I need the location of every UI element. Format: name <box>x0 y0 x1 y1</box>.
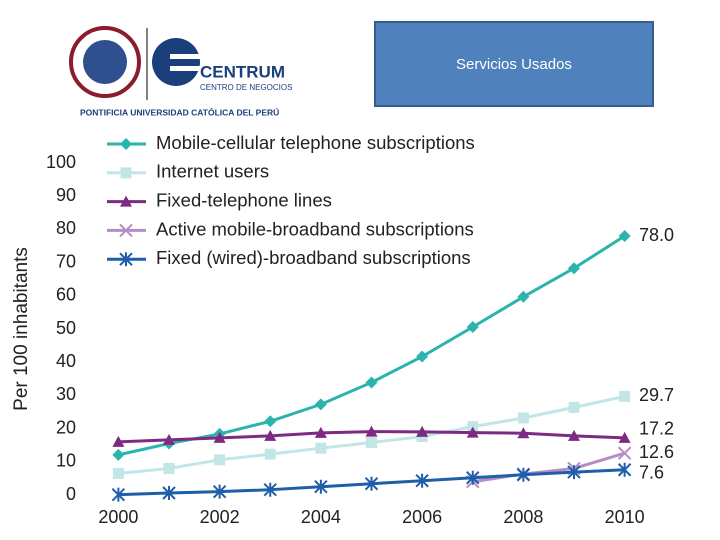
y-tick-label: 30 <box>56 384 76 404</box>
point <box>264 415 277 428</box>
point <box>568 401 580 413</box>
value-label: 12.6 <box>639 442 674 462</box>
point <box>314 479 328 494</box>
emblem-stripe <box>170 54 200 59</box>
y-tick-label: 80 <box>56 218 76 238</box>
legend-label: Active mobile-broadband subscriptions <box>156 218 474 239</box>
centrum-emblem <box>152 38 200 86</box>
point <box>213 431 226 443</box>
emblem-stripe <box>170 66 200 71</box>
point <box>365 425 378 437</box>
logo: CENTRUM CENTRO DE NEGOCIOS PONTIFICIA UN… <box>69 26 292 117</box>
point <box>416 425 429 437</box>
point <box>517 290 530 303</box>
point <box>618 431 631 443</box>
x-tick-label: 2000 <box>98 507 138 527</box>
point <box>567 465 581 480</box>
point <box>315 442 327 454</box>
point <box>568 429 580 441</box>
legend-marker <box>120 138 132 150</box>
x-tick-label: 2006 <box>402 507 442 527</box>
legend-label: Fixed (wired)-broadband subscriptions <box>156 247 471 268</box>
y-axis-label: Per 100 inhabitants <box>11 247 32 411</box>
y-tick-label: 20 <box>56 417 76 437</box>
x-tick-label: 2008 <box>503 507 543 527</box>
legend-marker <box>119 223 133 238</box>
y-tick-label: 40 <box>56 351 76 371</box>
y-tick-label: 50 <box>56 318 76 338</box>
point <box>619 390 631 402</box>
point <box>366 437 377 449</box>
y-tick-label: 70 <box>56 251 76 271</box>
point <box>162 486 176 501</box>
title-box <box>374 21 654 107</box>
logo-subtitle: CENTRO DE NEGOCIOS <box>200 83 292 92</box>
point <box>112 467 124 479</box>
y-tick-label: 10 <box>56 451 76 471</box>
point <box>212 484 227 499</box>
point <box>364 476 379 491</box>
value-label: 7.6 <box>639 463 664 483</box>
x-tick-label: 2004 <box>301 507 341 527</box>
point <box>516 467 531 482</box>
slide-title: Servicios Usados <box>456 56 572 73</box>
x-tick-label: 2002 <box>200 507 240 527</box>
point <box>163 462 175 474</box>
point <box>568 262 580 275</box>
point <box>517 412 529 424</box>
y-tick-label: 60 <box>56 285 76 305</box>
point <box>617 446 632 460</box>
point <box>214 454 226 466</box>
point <box>264 448 276 460</box>
legend-marker <box>120 195 132 207</box>
point <box>314 398 327 411</box>
point <box>416 350 429 363</box>
point <box>264 429 277 441</box>
point <box>466 321 479 334</box>
point <box>314 426 327 438</box>
point <box>617 462 632 477</box>
value-label: 29.7 <box>639 385 674 405</box>
point <box>111 487 126 502</box>
logo-name: CENTRUM <box>200 62 285 81</box>
point <box>112 448 125 461</box>
value-label: 78.0 <box>639 225 674 245</box>
legend-marker <box>119 252 133 267</box>
legend-label: Internet users <box>156 161 269 182</box>
point <box>466 426 479 438</box>
crest-inner <box>83 40 127 84</box>
point <box>415 473 429 488</box>
point <box>466 470 480 485</box>
legend-marker <box>120 167 132 179</box>
y-tick-label: 100 <box>46 152 76 172</box>
y-tick-label: 0 <box>66 484 76 504</box>
point <box>365 376 378 389</box>
x-tick-label: 2010 <box>605 507 645 527</box>
point <box>263 482 277 497</box>
point <box>112 435 125 447</box>
legend-label: Fixed-telephone lines <box>156 189 332 210</box>
series-line <box>472 451 626 484</box>
point <box>618 230 631 243</box>
point <box>163 433 175 445</box>
point <box>517 427 530 439</box>
y-tick-label: 90 <box>56 185 76 205</box>
value-label: 17.2 <box>639 419 674 439</box>
series-line <box>118 234 626 457</box>
university: PONTIFICIA UNIVERSIDAD CATÓLICA DEL PERÚ <box>80 106 279 117</box>
legend-label: Mobile-cellular telephone subscriptions <box>156 132 475 153</box>
